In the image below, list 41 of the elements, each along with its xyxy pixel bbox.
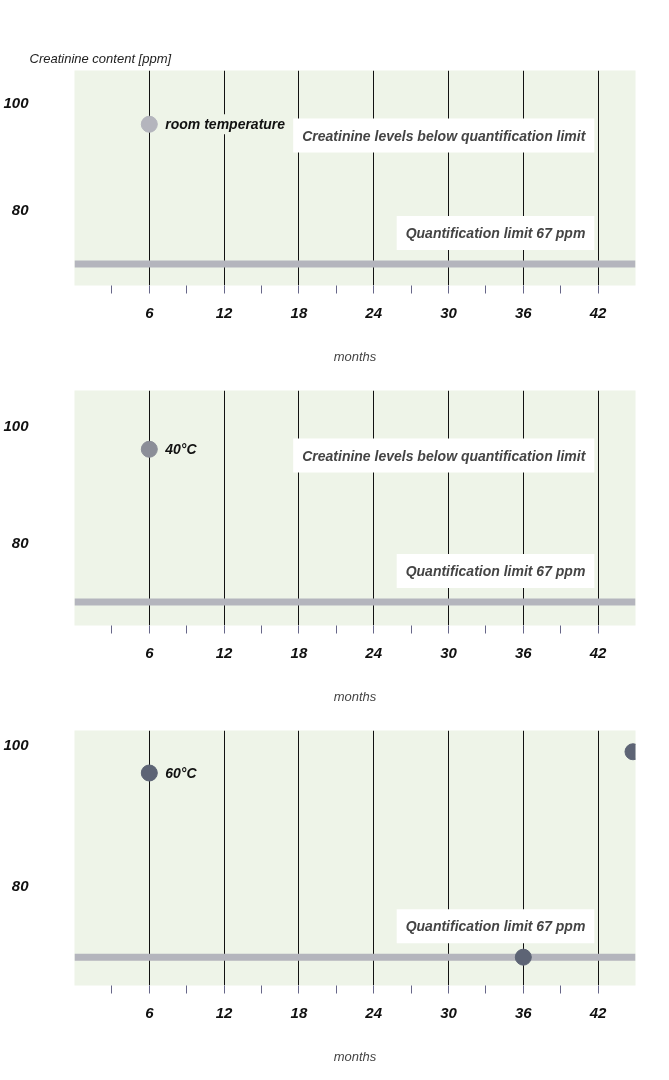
series-label: room temperature	[165, 116, 286, 133]
x-tick-label: 6	[145, 303, 155, 321]
y-tick-label: 80	[11, 534, 30, 552]
x-tick-label: 24	[364, 643, 383, 661]
ref-line-label: Quantification limit 67 ppm	[405, 225, 586, 241]
y-tick-label: 100	[3, 93, 30, 111]
x-tick-label: 18	[290, 303, 308, 321]
x-tick-label: 18	[290, 1003, 308, 1021]
series-label: 60°C	[165, 765, 198, 781]
point	[140, 764, 158, 782]
x-tick-label: 30	[440, 643, 458, 661]
x-tick-label: 6	[145, 643, 155, 661]
x-tick-label: 42	[588, 643, 608, 661]
y-tick-label: 80	[11, 877, 30, 895]
x-tick-label: 12	[215, 303, 234, 321]
y-tick-label: 100	[3, 416, 30, 434]
series-label: 40°C	[164, 441, 198, 458]
x-tick-label: 24	[364, 1003, 383, 1021]
y-axis-title: Creatinine content [ppm]	[29, 50, 172, 66]
x-axis-title: months	[333, 1048, 377, 1064]
x-tick-label: 6	[145, 1003, 155, 1021]
x-tick-label: 42	[588, 303, 608, 321]
y-tick-label: 80	[11, 201, 30, 219]
annotation: Creatinine levels below quantification limit	[302, 447, 587, 464]
x-axis-title: months	[333, 348, 377, 364]
x-axis-title: months	[333, 688, 377, 704]
x-tick-label: 18	[290, 643, 308, 661]
x-tick-label: 30	[440, 1003, 458, 1021]
ref-line-label: Quantification limit 67 ppm	[405, 563, 586, 579]
x-tick-label: 36	[514, 303, 533, 321]
annotation: Creatinine levels below quantification limit	[302, 127, 587, 144]
x-tick-label: 24	[364, 303, 383, 321]
point	[514, 948, 532, 966]
x-tick-label: 36	[514, 1003, 533, 1021]
x-tick-label: 12	[215, 643, 234, 661]
x-tick-label: 42	[588, 1003, 608, 1021]
x-tick-label: 12	[215, 1003, 234, 1021]
x-tick-label: 36	[514, 643, 533, 661]
y-tick-label: 100	[3, 735, 30, 753]
ref-line-label: Quantification limit 67 ppm	[405, 918, 586, 935]
x-tick-label: 30	[440, 303, 458, 321]
